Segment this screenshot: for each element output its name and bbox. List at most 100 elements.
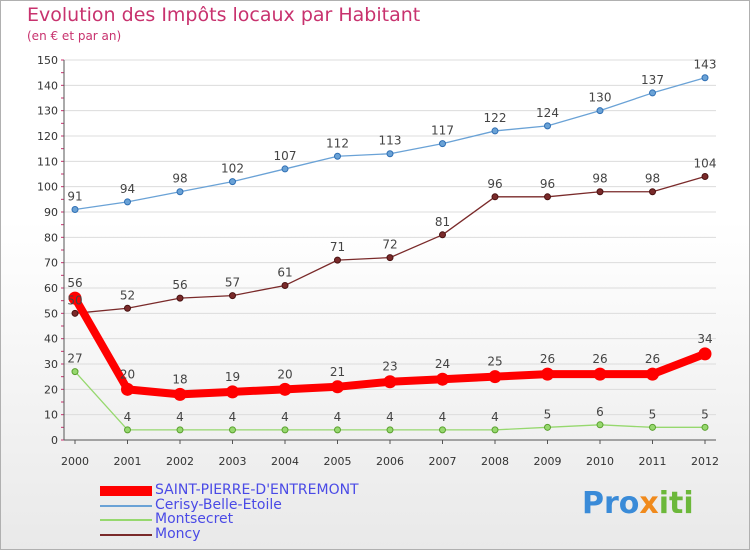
data-label: 18 [172, 372, 187, 386]
axes: 0 10 20 30 40 50 60 70 80 90 100 110 120 130 140 150 200… [37, 54, 719, 468]
legend-swatch [100, 504, 152, 507]
data-label: 6 [596, 405, 604, 419]
data-point [544, 193, 551, 201]
y-tick-label: 120 [37, 130, 58, 143]
data-point [71, 205, 79, 213]
chart-subtitle: (en € et par an) [27, 29, 122, 43]
data-label: 112 [326, 136, 349, 150]
data-point [698, 347, 712, 361]
legend-label: Cerisy-Belle-Etoile [155, 496, 282, 513]
data-label: 107 [274, 149, 297, 163]
data-point [701, 173, 709, 181]
y-tick-label: 30 [44, 358, 58, 371]
x-tick-label: 2006 [376, 455, 404, 468]
y-tick-label: 100 [37, 181, 58, 194]
data-label: 4 [491, 410, 499, 424]
data-point [596, 188, 604, 196]
data-label: 26 [645, 352, 660, 366]
data-point [124, 426, 131, 434]
x-tick-label: 2007 [429, 455, 457, 468]
data-label: 130 [589, 91, 612, 105]
data-label: 98 [645, 172, 660, 186]
x-tick-label: 2001 [114, 455, 142, 468]
data-point [701, 423, 709, 431]
data-point [229, 292, 236, 300]
data-point [176, 426, 184, 434]
data-label: 61 [277, 265, 292, 279]
y-tick-label: 70 [44, 257, 58, 270]
data-point [544, 122, 551, 130]
y-tick-label: 50 [44, 307, 58, 320]
y-tick-label: 90 [44, 206, 58, 219]
x-tick-label: 2009 [534, 455, 562, 468]
data-label: 143 [694, 58, 717, 72]
data-label: 4 [334, 410, 342, 424]
x-tick-label: 2000 [61, 455, 89, 468]
data-label: 98 [172, 172, 187, 186]
data-label: 98 [592, 172, 607, 186]
data-point [541, 367, 554, 381]
x-tick-label: 2002 [166, 455, 194, 468]
data-point [281, 426, 289, 434]
data-point [491, 426, 499, 434]
data-point [229, 178, 236, 186]
data-point [491, 127, 499, 135]
data-point [596, 107, 604, 115]
legend-label: SAINT-PIERRE-D'ENTREMONT [155, 482, 359, 498]
legend-label: Moncy [155, 525, 201, 542]
data-label: 27 [67, 352, 82, 366]
data-label: 34 [697, 332, 712, 346]
data-point [124, 304, 131, 312]
logo-part-3: iti [658, 486, 694, 521]
data-label: 52 [120, 288, 135, 302]
y-tick-label: 80 [44, 231, 58, 244]
data-label: 5 [701, 407, 709, 421]
series-layer [68, 74, 712, 434]
data-label: 56 [67, 276, 82, 290]
data-point [124, 198, 131, 206]
data-label: 96 [540, 177, 555, 191]
data-label: 50 [67, 293, 82, 307]
legend-swatch [100, 486, 152, 496]
data-point [646, 367, 659, 381]
data-point [331, 380, 344, 394]
grid-lines [64, 59, 716, 441]
data-point [281, 165, 289, 173]
data-point [383, 375, 397, 389]
data-point [173, 387, 187, 401]
x-tick-label: 2004 [271, 455, 299, 468]
data-point [649, 89, 656, 97]
data-point [334, 152, 341, 160]
y-tick-label: 20 [44, 383, 58, 396]
y-tick-label: 40 [44, 333, 58, 346]
data-point [334, 256, 341, 264]
data-point [488, 370, 502, 384]
data-label: 24 [435, 357, 450, 371]
data-label: 23 [382, 360, 397, 374]
y-tick-label: 60 [44, 282, 58, 295]
data-label: 26 [592, 352, 607, 366]
data-point [278, 382, 292, 396]
data-label: 71 [330, 240, 345, 254]
data-label: 124 [536, 106, 559, 120]
data-label: 4 [176, 410, 184, 424]
data-label: 104 [694, 157, 717, 171]
y-tick-label: 130 [37, 105, 58, 118]
data-point [386, 150, 394, 158]
data-point [649, 423, 656, 431]
logo-part-2: x [639, 486, 659, 521]
data-label: 19 [225, 370, 240, 384]
data-label: 56 [172, 278, 187, 292]
data-point [334, 426, 341, 434]
data-label: 21 [330, 365, 345, 379]
data-point [439, 426, 446, 434]
data-label: 117 [431, 124, 454, 138]
data-label: 94 [120, 182, 135, 196]
data-label: 5 [544, 407, 552, 421]
data-point [386, 426, 394, 434]
data-label: 96 [487, 177, 502, 191]
y-tick-label: 0 [51, 434, 58, 447]
data-point [439, 231, 446, 239]
